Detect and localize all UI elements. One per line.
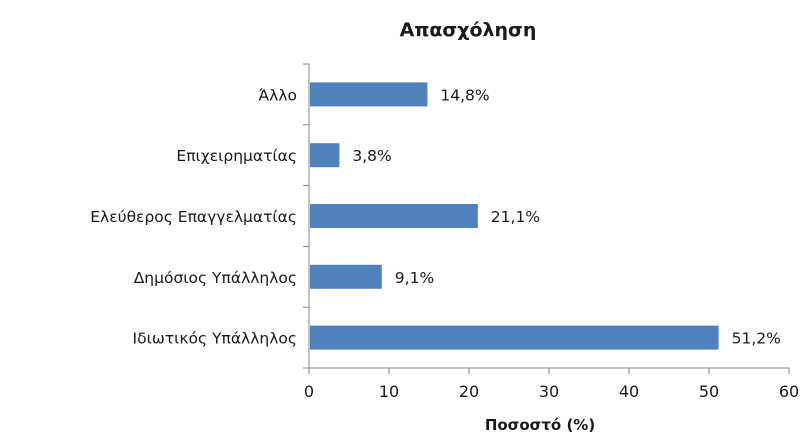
data-label: 21,1% xyxy=(491,208,540,226)
x-tick-label: 0 xyxy=(304,382,314,401)
x-tick-label: 60 xyxy=(779,382,799,401)
x-axis-title: Ποσοστό (%) xyxy=(485,416,595,434)
chart-title: Απασχόληση xyxy=(400,19,537,41)
x-tick-label: 40 xyxy=(619,382,639,401)
data-label: 14,8% xyxy=(440,86,489,104)
category-label: Ελεύθερος Επαγγελματίας xyxy=(90,208,297,226)
x-tick-label: 30 xyxy=(539,382,559,401)
data-label: 51,2% xyxy=(732,330,781,348)
category-label: Επιχειρηματίας xyxy=(176,147,297,165)
x-tick-label: 50 xyxy=(699,382,719,401)
bar xyxy=(310,143,340,168)
x-tick-label: 20 xyxy=(459,382,479,401)
plot-area: 0 10 20 30 40 50 60 Άλλο 14,8% Επιχειρηματίας 3,8%… xyxy=(90,63,799,401)
category-label: Άλλο xyxy=(258,86,297,104)
category-label: Δημόσιος Υπάλληλος xyxy=(134,269,297,287)
bar xyxy=(310,204,478,228)
data-label: 9,1% xyxy=(395,269,434,287)
bar xyxy=(310,82,428,107)
data-label: 3,8% xyxy=(352,147,391,165)
x-tick-label: 10 xyxy=(379,382,399,401)
bar xyxy=(310,325,719,350)
category-label: Ιδιωτικός Υπάλληλος xyxy=(133,330,297,348)
bar xyxy=(310,264,382,289)
